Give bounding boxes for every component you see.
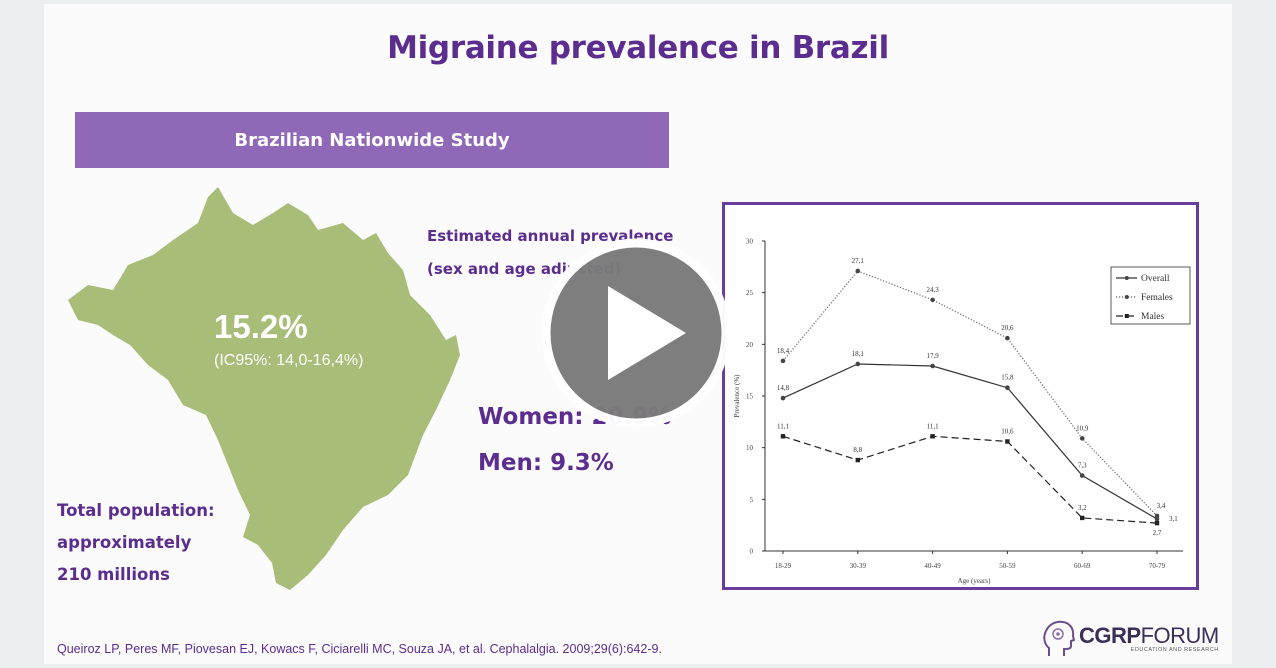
y-tick-label: 25 [746, 289, 754, 297]
x-tick-label: 18-29 [775, 562, 792, 570]
population-line-2: approximately [57, 533, 192, 552]
data-point [1005, 385, 1010, 391]
data-point [855, 361, 861, 367]
data-label: 3,4 [1157, 502, 1166, 510]
data-label: 18,1 [852, 350, 865, 358]
data-point [855, 457, 860, 463]
data-point [1154, 520, 1160, 526]
data-point [1005, 439, 1010, 444]
data-point [780, 434, 786, 439]
population-line-3: 210 millions [57, 565, 170, 584]
x-tick-label: 70-79 [1149, 562, 1166, 570]
data-label: 2,7 [1153, 529, 1162, 537]
x-tick-label: 60-69 [1074, 562, 1091, 570]
x-tick-label: 40-49 [924, 562, 941, 570]
data-label: 10,6 [1001, 427, 1014, 435]
y-tick-label: 30 [746, 238, 754, 246]
prevalence-ci: (IC95%: 14,0-16,4%) [214, 352, 364, 369]
data-label: 20,6 [1001, 324, 1014, 332]
y-axis-title: Prevalence (%) [733, 374, 741, 418]
legend-marker [1124, 295, 1129, 299]
data-point [780, 395, 786, 401]
legend-box [1110, 266, 1191, 325]
logo-forum: FORUM [1140, 623, 1220, 648]
data-label: 11,1 [927, 422, 939, 430]
play-icon [608, 286, 686, 380]
data-point [1080, 515, 1085, 521]
brazil-map [68, 187, 460, 590]
data-label: 24,3 [926, 286, 939, 294]
prevalence-line-chart: 0 5 10 15 20 25 30 18-29 30-39 40-49 50-59 60-69 70-… [733, 238, 1191, 585]
total-population: Total population: approximately 210 mill… [57, 495, 215, 591]
logo-cgrp: CGRP [1079, 623, 1141, 648]
population-line-1: Total population: [57, 501, 215, 520]
data-point [930, 363, 935, 369]
y-tick-label: 5 [750, 496, 754, 504]
data-point [1079, 436, 1085, 441]
data-point [1154, 513, 1160, 519]
logo-title: CGRPFORUM [1079, 625, 1219, 647]
data-label: 3,1 [1169, 515, 1178, 523]
citation: Queiroz LP, Peres MF, Piovesan EJ, Kowac… [57, 642, 662, 656]
men-prevalence: Men: 9.3% [478, 450, 614, 476]
logo-subtitle: EDUCATION AND RESEARCH [1130, 647, 1219, 653]
series-line [782, 270, 1158, 517]
estimated-line-1: Estimated annual prevalence [427, 227, 674, 245]
series-line [782, 435, 1158, 524]
legend-label: Males [1141, 312, 1165, 322]
data-point [930, 434, 935, 439]
brazil-shape [68, 187, 460, 590]
y-tick-label: 20 [746, 341, 754, 349]
legend-label: Overall [1141, 274, 1170, 284]
series-line [782, 363, 1158, 520]
play-button[interactable] [541, 238, 731, 432]
prevalence-chart-frame: 0 5 10 15 20 25 30 18-29 30-39 40-49 50-59 60-69 70-… [722, 202, 1199, 590]
data-label: 27,1 [852, 257, 865, 265]
y-tick-label: 0 [750, 548, 754, 556]
data-label: 18,4 [777, 347, 790, 355]
y-tick-label: 10 [746, 444, 754, 452]
data-label: 7,3 [1078, 462, 1087, 470]
data-point [780, 358, 786, 364]
data-label: 14,8 [777, 384, 790, 392]
data-label: 15,8 [1001, 374, 1014, 382]
x-axis-title: Age (years) [958, 577, 992, 585]
cgrp-forum-logo: CGRPFORUM EDUCATION AND RESEARCH [1043, 620, 1219, 658]
y-tick-label: 15 [746, 393, 754, 401]
legend-marker [1124, 314, 1129, 318]
data-label: 10,9 [1076, 424, 1089, 432]
legend-marker [1124, 276, 1129, 280]
head-icon [1043, 620, 1075, 656]
data-point [930, 297, 935, 303]
overall-prevalence: 15.2% [214, 308, 308, 345]
data-label: 17,9 [926, 352, 939, 360]
data-label: 3,2 [1078, 504, 1087, 512]
legend-label: Females [1141, 293, 1173, 303]
study-banner: Brazilian Nationwide Study [75, 112, 669, 168]
slide-title: Migraine prevalence in Brazil [387, 30, 889, 66]
data-label: 8,8 [853, 446, 862, 454]
x-tick-label: 30-39 [850, 562, 867, 570]
data-point [855, 268, 861, 274]
data-label: 11,1 [777, 422, 789, 430]
x-tick-label: 50-59 [999, 562, 1016, 570]
data-point [1005, 335, 1010, 341]
data-point [1079, 473, 1085, 478]
